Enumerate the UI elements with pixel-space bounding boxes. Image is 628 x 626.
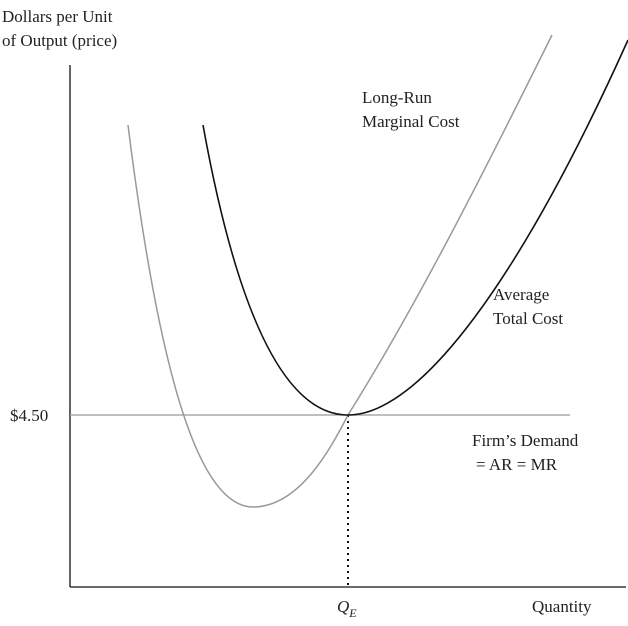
curve-label: Total Cost [493,309,563,328]
quantity-main: Q [337,597,349,616]
curve-label: Marginal Cost [362,112,460,131]
curve-label: Firm’s Demand [472,431,579,450]
curve-label: Average [493,285,549,304]
marginal-cost-curve [127,34,553,508]
price-label: $4.50 [10,406,48,425]
quantity-subscript: E [348,606,357,620]
quantity-label: QE [337,597,357,620]
y-axis-label: of Output (price) [2,31,117,50]
curve-label: Long-Run [362,88,432,107]
curve-label: = AR = MR [476,455,558,474]
x-axis-label: Quantity [532,597,592,616]
average-total-cost-curve [202,39,628,416]
y-axis-label: Dollars per Unit [2,7,113,26]
